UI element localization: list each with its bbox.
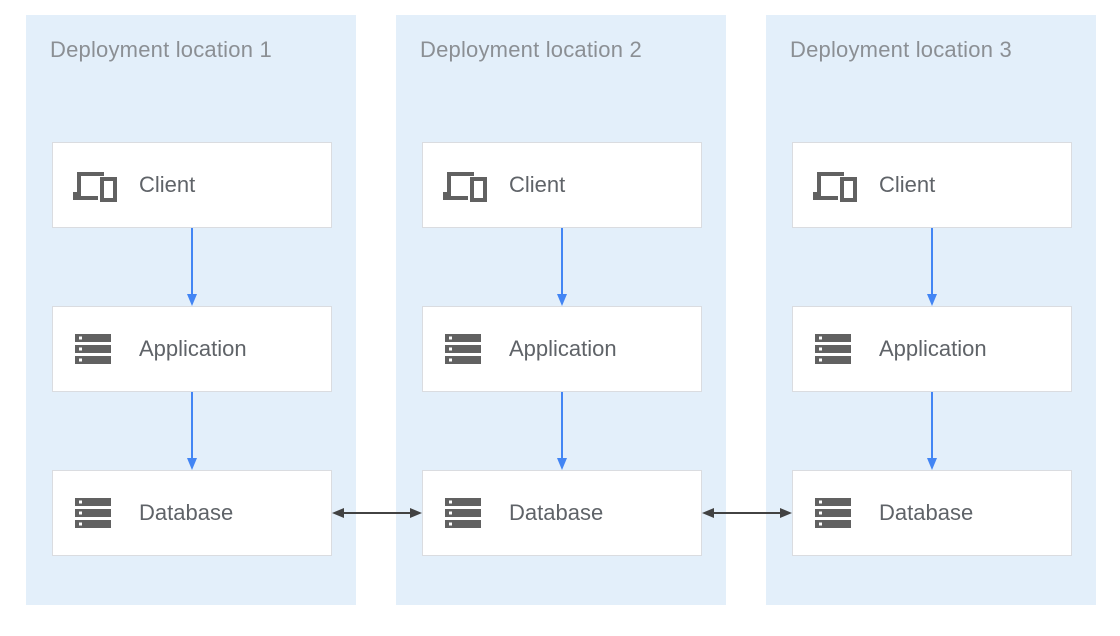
diagram-node: Database (52, 470, 332, 556)
panel-title: Deployment location 2 (420, 37, 702, 63)
diagram-node: Database (422, 470, 702, 556)
node-label: Client (139, 172, 195, 198)
servers-icon (813, 496, 865, 530)
panel-title: Deployment location 1 (50, 37, 332, 63)
servers-icon (73, 332, 125, 366)
diagram-node: Client (792, 142, 1072, 228)
node-label: Application (509, 336, 617, 362)
node-label: Application (139, 336, 247, 362)
node-label: Database (509, 500, 603, 526)
diagram-node: Database (792, 470, 1072, 556)
panel-title: Deployment location 3 (790, 37, 1072, 63)
diagram-node: Client (422, 142, 702, 228)
servers-icon (813, 332, 865, 366)
diagram-node: Client (52, 142, 332, 228)
diagram-node: Application (52, 306, 332, 392)
client-icon (443, 168, 495, 202)
servers-icon (443, 332, 495, 366)
node-label: Application (879, 336, 987, 362)
servers-icon (443, 496, 495, 530)
node-label: Client (509, 172, 565, 198)
diagram-canvas: Deployment location 1 Deployment location… (0, 0, 1120, 636)
diagram-node: Application (422, 306, 702, 392)
client-icon (73, 168, 125, 202)
client-icon (813, 168, 865, 202)
node-label: Database (879, 500, 973, 526)
diagram-node: Application (792, 306, 1072, 392)
node-label: Database (139, 500, 233, 526)
servers-icon (73, 496, 125, 530)
node-label: Client (879, 172, 935, 198)
